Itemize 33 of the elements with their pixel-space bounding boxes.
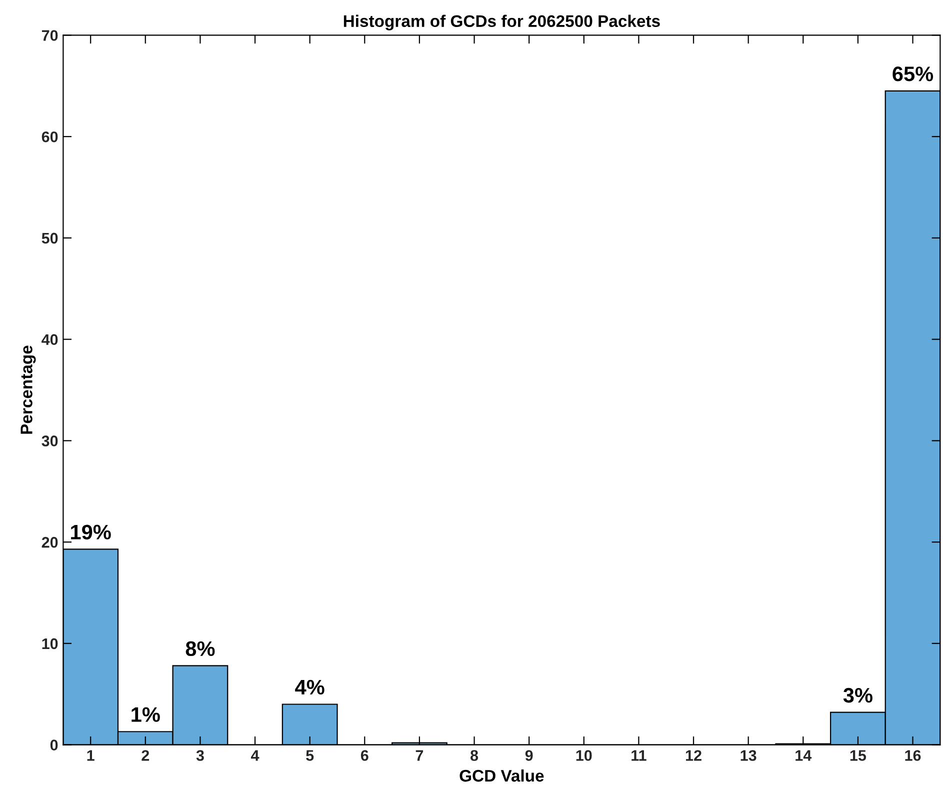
x-tick-label: 13 (740, 750, 756, 761)
data-label: 1% (132, 707, 160, 722)
x-tick-label: 7 (416, 750, 424, 761)
x-tick-label: 12 (686, 750, 702, 761)
y-tick-label: 30 (42, 436, 58, 446)
x-tick-label: 11 (632, 750, 646, 761)
y-tick-label: 0 (50, 740, 58, 750)
chart-title: Histogram of GCDs for 2062500 Packets (344, 14, 660, 30)
y-tick-label: 60 (42, 131, 58, 142)
x-tick-label: 8 (470, 750, 478, 761)
x-tick-label: 2 (142, 750, 150, 761)
y-tick-label: 70 (42, 30, 58, 41)
x-tick-label: 5 (306, 750, 314, 761)
data-label: 65% (892, 66, 934, 82)
data-label: 3% (843, 688, 872, 703)
x-tick-label: 10 (576, 750, 592, 761)
y-tick-label: 50 (42, 232, 58, 244)
x-axis-title: GCD Value (460, 769, 544, 782)
x-tick-label: 4 (251, 750, 260, 761)
x-tick-label: 6 (360, 750, 368, 761)
y-axis-title: Percentage (20, 346, 36, 434)
x-tick-label: 16 (905, 750, 921, 761)
x-tick-label: 1 (87, 750, 94, 761)
data-label: 8% (186, 641, 215, 656)
y-tick-label: 40 (42, 334, 58, 345)
x-tick-label: 14 (796, 750, 812, 761)
y-tick-label: 20 (42, 536, 58, 548)
x-tick-label: 15 (850, 750, 866, 761)
x-tick-label: 3 (196, 750, 204, 761)
x-tick-label: 9 (525, 750, 533, 761)
data-label: 19% (71, 524, 111, 540)
y-tick-label: 10 (42, 638, 58, 650)
data-label: 4% (295, 680, 324, 695)
